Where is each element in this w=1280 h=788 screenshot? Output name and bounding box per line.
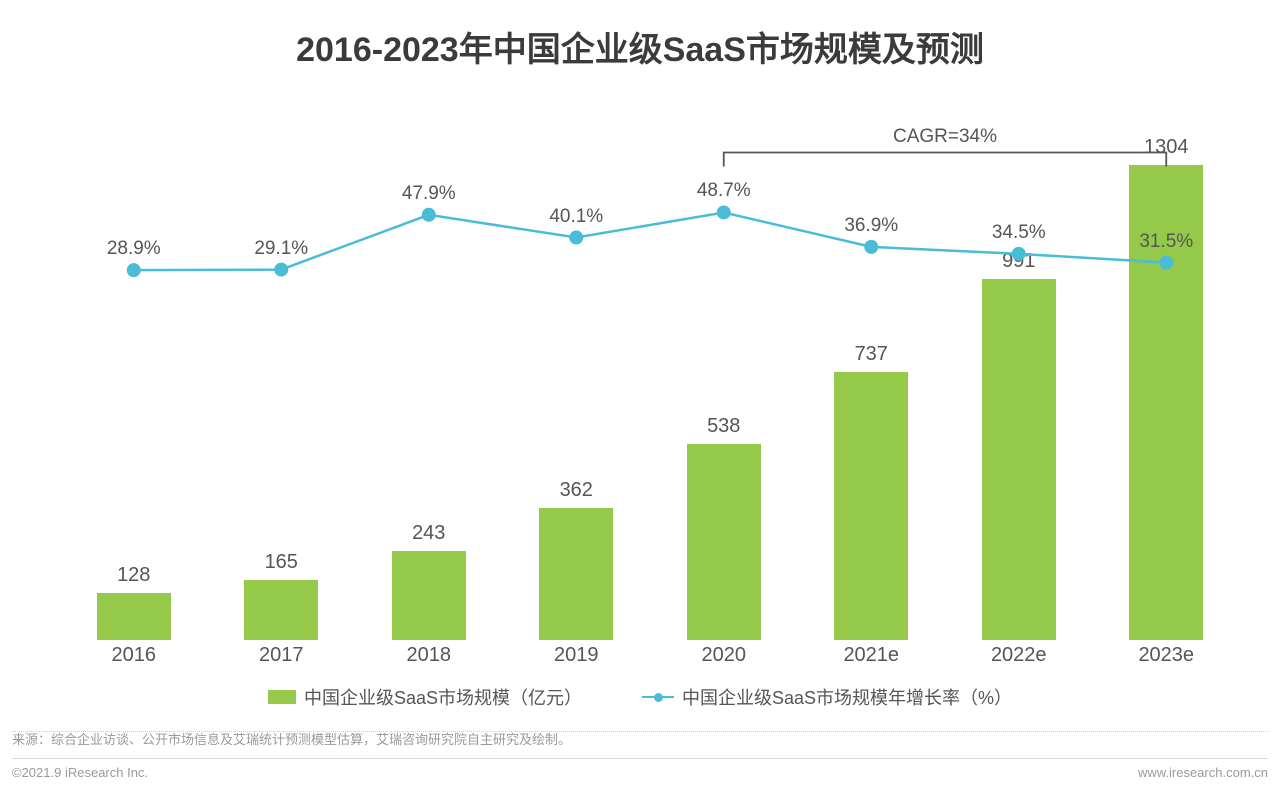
bar-slot: 128: [60, 564, 208, 640]
bar: [834, 372, 908, 640]
copyright-text: ©2021.9 iResearch Inc.: [12, 765, 148, 780]
line-point-label: 36.9%: [844, 215, 898, 237]
bar: [392, 551, 466, 640]
legend-swatch-bar-icon: [268, 690, 296, 704]
bar-value-label: 1304: [1144, 136, 1189, 159]
x-axis-label: 2020: [650, 644, 798, 667]
line-point-label: 48.7%: [697, 180, 751, 202]
legend-swatch-line-icon: [642, 690, 674, 704]
source-text: 来源：综合企业访谈、公开市场信息及艾瑞统计预测模型估算，艾瑞咨询研究院自主研究及…: [12, 729, 1268, 748]
bar-slot: 737: [798, 343, 946, 640]
bar: [539, 508, 613, 640]
line-point-label: 34.5%: [992, 222, 1046, 244]
legend-item-bar: 中国企业级SaaS市场规模（亿元）: [268, 684, 582, 710]
legend: 中国企业级SaaS市场规模（亿元） 中国企业级SaaS市场规模年增长率（%）: [0, 684, 1280, 710]
bar-value-label: 737: [855, 343, 888, 366]
bar-value-label: 991: [1002, 250, 1035, 273]
bar-slot: 991: [945, 250, 1093, 640]
line-point-label: 40.1%: [549, 206, 603, 228]
bar: [97, 593, 171, 640]
line-point-label: 47.9%: [402, 183, 456, 205]
x-axis-labels: 201620172018201920202021e2022e2023e: [60, 642, 1240, 668]
site-text: www.iresearch.com.cn: [1138, 765, 1268, 780]
bar: [244, 580, 318, 640]
line-point-label: 28.9%: [107, 238, 161, 260]
bar: [687, 444, 761, 640]
bar-value-label: 538: [707, 415, 740, 438]
bar-slot: 538: [650, 415, 798, 640]
bar: [982, 279, 1056, 640]
cagr-label: CAGR=34%: [893, 126, 997, 148]
bar-slot: 243: [355, 522, 503, 640]
legend-bar-label: 中国企业级SaaS市场规模（亿元）: [304, 684, 582, 710]
bar-value-label: 128: [117, 564, 150, 587]
bar-slot: 1304: [1093, 136, 1241, 640]
legend-item-line: 中国企业级SaaS市场规模年增长率（%）: [642, 684, 1012, 710]
x-axis-label: 2016: [60, 644, 208, 667]
bar-value-label: 362: [560, 479, 593, 502]
bars-row: 128 165 243 362 538 737 991 1304: [60, 130, 1240, 640]
bar-slot: 165: [208, 551, 356, 640]
bar-slot: 362: [503, 479, 651, 640]
x-axis-label: 2022e: [945, 644, 1093, 667]
line-point-label: 29.1%: [254, 238, 308, 260]
x-axis-label: 2023e: [1093, 644, 1241, 667]
legend-line-label: 中国企业级SaaS市场规模年增长率（%）: [682, 684, 1012, 710]
chart-area: 1281652433625387379911304 20162017201820…: [60, 130, 1240, 668]
bar-value-label: 165: [265, 551, 298, 574]
bar-value-label: 243: [412, 522, 445, 545]
x-axis-label: 2017: [208, 644, 356, 667]
x-axis-label: 2019: [503, 644, 651, 667]
x-axis-label: 2021e: [798, 644, 946, 667]
footer: 来源：综合企业访谈、公开市场信息及艾瑞统计预测模型估算，艾瑞咨询研究院自主研究及…: [12, 729, 1268, 780]
x-axis-label: 2018: [355, 644, 503, 667]
chart-title: 2016-2023年中国企业级SaaS市场规模及预测: [0, 0, 1280, 71]
line-point-label: 31.5%: [1139, 231, 1193, 253]
